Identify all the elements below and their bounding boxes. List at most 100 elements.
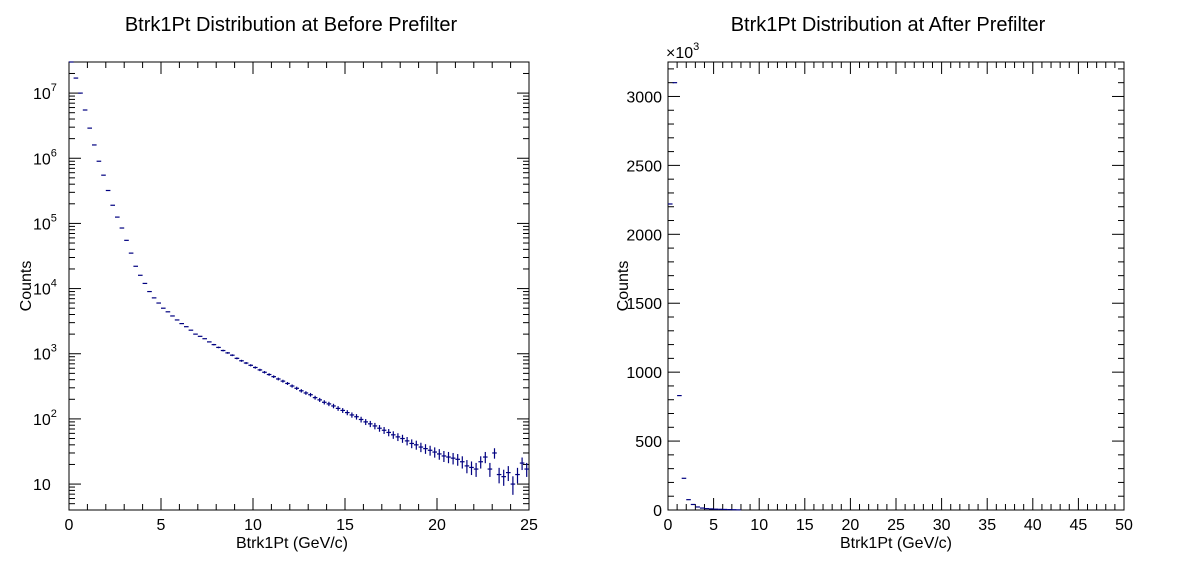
data-point (372, 422, 378, 430)
data-point (460, 456, 465, 469)
data-point (473, 462, 479, 477)
data-point (441, 450, 447, 463)
x-tick-label: 25 (520, 517, 538, 534)
y-tick-label: 2500 (626, 158, 662, 175)
data-point (358, 416, 364, 423)
data-point (483, 451, 488, 464)
x-axis-label: Btrk1Pt (GeV/c) (236, 535, 348, 552)
data-point (308, 392, 313, 397)
data-point (432, 447, 437, 458)
x-tick-label: 20 (428, 517, 446, 534)
x-tick-label: 45 (1070, 517, 1088, 534)
data-point (257, 368, 263, 372)
data-point (501, 469, 506, 486)
data-point (216, 346, 221, 349)
x-tick-label: 0 (664, 517, 673, 534)
y-tick-label: 102 (33, 408, 57, 429)
data-point (312, 395, 318, 400)
data-point (266, 373, 272, 376)
data-point (271, 375, 276, 379)
data-point (386, 429, 391, 437)
data-point (363, 419, 368, 426)
data-point (414, 440, 419, 450)
y-tick-label: 104 (33, 278, 57, 299)
y-tick-label: 2000 (626, 227, 662, 244)
data-point (391, 431, 396, 439)
x-tick-label: 25 (887, 517, 905, 534)
data-point (455, 454, 460, 466)
data-point (276, 377, 281, 381)
x-axis-label: Btrk1Pt (GeV/c) (840, 535, 952, 552)
data-point (423, 444, 428, 454)
data-point (524, 462, 529, 477)
y-axis-label: Counts (615, 261, 632, 312)
data-point (492, 448, 497, 459)
data-point (381, 426, 387, 434)
data-point (427, 445, 433, 456)
data-point (345, 410, 350, 416)
data-point (294, 386, 299, 390)
y-tick-label: 103 (33, 343, 57, 364)
y-tick-label: 3000 (626, 89, 662, 106)
data-point (248, 364, 253, 367)
y-multiplier-base: ×10 (666, 45, 693, 62)
plot-frame (68, 61, 530, 511)
y-tick-label: 0 (653, 503, 662, 520)
data-point (225, 352, 230, 354)
data-point (285, 381, 290, 386)
data-point (437, 449, 442, 460)
data-point (354, 414, 359, 420)
data-point (253, 366, 258, 369)
data-point (234, 357, 240, 360)
data-point (400, 434, 405, 443)
chart-title: Btrk1Pt Distribution at Before Prefilter (125, 14, 458, 36)
data-point (349, 412, 355, 418)
data-point (478, 456, 483, 469)
x-tick-label: 5 (709, 517, 718, 534)
after-prefilter-chart: Btrk1Pt Distribution at After Prefilter … (615, 14, 1133, 552)
data-point (496, 467, 502, 484)
y-tick-label: 1000 (626, 365, 662, 382)
data-point (331, 403, 336, 409)
y-tick-label: 106 (33, 147, 57, 168)
y-multiplier-label: ×103 (666, 41, 699, 62)
x-tick-label: 15 (336, 517, 354, 534)
x-tick-label: 5 (157, 517, 166, 534)
data-point (299, 389, 304, 393)
y-tick-label: 10 (33, 477, 51, 494)
x-tick-label: 30 (933, 517, 951, 534)
data-point (289, 384, 295, 388)
data-point (280, 379, 286, 383)
data-point (340, 408, 345, 413)
data-point (404, 436, 410, 446)
data-point (211, 343, 217, 346)
data-point (220, 349, 226, 352)
data-point (243, 362, 249, 365)
data-point (409, 439, 414, 449)
data-point (418, 442, 424, 453)
x-tick-label: 35 (978, 517, 996, 534)
x-tick-label: 0 (65, 517, 74, 534)
data-point (377, 425, 382, 432)
data-point (335, 406, 341, 411)
x-tick-label: 20 (842, 517, 860, 534)
before-prefilter-chart: Btrk1Pt Distribution at Before Prefilter… (18, 14, 538, 552)
y-tick-label: 500 (635, 434, 662, 451)
data-point (230, 354, 235, 357)
data-point (510, 476, 516, 495)
data-points (69, 61, 529, 495)
data-point (469, 461, 474, 476)
data-point (464, 460, 470, 474)
axis-ticks: 0 5 10 15 20 25 30 35 40 45 5005001000150020002500… (626, 62, 1133, 534)
data-point (317, 397, 322, 402)
data-point (303, 391, 309, 395)
data-point (506, 466, 511, 482)
data-point (450, 452, 456, 465)
data-point (395, 433, 401, 442)
chart-title: Btrk1Pt Distribution at After Prefilter (731, 14, 1046, 36)
data-point (368, 420, 373, 428)
data-point (487, 462, 493, 477)
data-points (668, 82, 741, 511)
x-tick-label: 10 (244, 517, 262, 534)
y-axis-label: Counts (18, 261, 35, 312)
